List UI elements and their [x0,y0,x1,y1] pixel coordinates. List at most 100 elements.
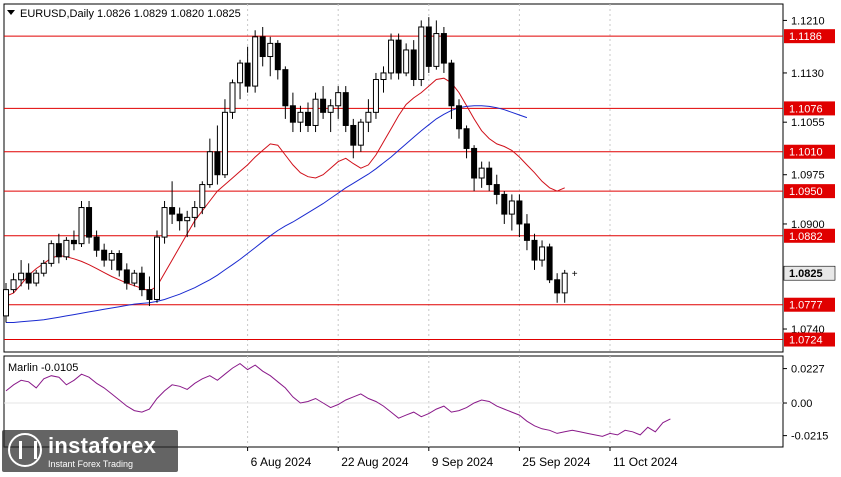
level-price-label: 1.0950 [789,186,823,198]
level-price-tag [784,297,835,312]
y-tick-label: 1.1055 [791,117,825,129]
candle-body [539,246,546,261]
candle-body [471,147,478,179]
candle-body [108,253,115,261]
x-tick-label: 11 Oct 2024 [613,455,678,469]
candle-body [493,184,500,195]
candle-body [388,39,395,74]
current-price-label: 1.0825 [789,268,823,280]
candle-body [63,239,70,258]
candle-body [516,200,523,225]
indicator-y-tick-label: -0.0215 [791,431,828,443]
instaforex-logo-icon [8,433,42,467]
candle-body [199,184,206,209]
candle-body [259,36,266,58]
candle-body [48,243,55,264]
candle-body [40,262,47,274]
indicator-y-tick-label: 0.00 [791,398,812,410]
indicator-title: Marlin -0.0105 [8,362,78,374]
candle-body [131,272,138,284]
candle-body [289,105,296,123]
level-price-tag [784,29,835,44]
candle-body [267,42,274,58]
candle-body [206,151,213,186]
candle-body [357,121,364,146]
candle-body [508,200,515,215]
x-tick-label: 6 Aug 2024 [251,455,312,469]
x-tick-label: 22 Aug 2024 [341,455,409,469]
candle-body [78,207,85,245]
candle-body [274,42,281,71]
candle-body [463,128,470,149]
candle-body [101,249,108,261]
chart-title: EURUSD,Daily 1.0826 1.0829 1.0820 1.0825 [20,8,241,20]
x-tick-label: 9 Sep 2024 [432,455,494,469]
candle-body [146,289,153,300]
candles-group [3,17,568,323]
candle-body [191,207,198,218]
candle-body [486,167,493,186]
candle-body [18,272,25,281]
candle-body [501,193,508,215]
candle-body [531,239,538,261]
moving-average-line [6,105,528,323]
y-tick-label: 1.0900 [791,219,825,231]
level-price-tag [784,228,835,243]
level-price-label: 1.1186 [789,31,822,43]
candle-body [410,49,417,81]
candle-body [176,213,183,222]
instaforex-logo: instaforex Instant Forex Trading [2,430,178,472]
current-bar-marker: + [572,269,578,280]
candle-body [478,167,485,179]
candle-body [244,62,251,87]
candle-body [70,239,77,245]
level-price-tag [784,144,835,159]
level-price-label: 1.1076 [789,103,823,115]
candle-body [169,207,176,215]
candle-body [138,272,145,291]
candle-body [184,216,191,222]
candle-body [365,111,372,123]
candle-body [418,26,425,81]
candle-body [3,289,9,317]
candle-body [342,92,349,126]
candle-body [554,279,561,294]
candle-body [523,223,530,241]
level-price-tag [784,101,835,116]
candle-body [372,79,379,113]
candle-body [335,92,342,107]
candle-body [433,33,440,67]
current-price-tag [783,265,836,281]
candle-body [327,105,334,113]
level-price-tag [784,184,835,199]
candle-body [425,26,432,67]
indicator-y-tick-label: 0.0227 [791,364,825,376]
y-tick-label: 1.0975 [791,170,825,182]
candle-body [380,72,387,81]
candle-body [305,111,311,126]
y-tick-label: 1.1130 [791,68,824,80]
candle-body [312,98,319,126]
candle-body [86,207,93,238]
level-price-label: 1.0777 [789,300,823,312]
candle-body [403,49,410,74]
candle-body [116,253,123,271]
candle-body [33,272,40,284]
logo-tagline: Instant Forex Trading [48,459,134,469]
candle-body [221,111,228,176]
level-price-label: 1.0882 [789,231,823,243]
level-price-tag [784,332,835,347]
candle-body [320,98,327,113]
x-tick-label: 25 Sep 2024 [522,455,590,469]
y-tick-label: 1.1210 [791,15,825,27]
candle-body [237,62,244,84]
candle-body [93,236,100,251]
candle-body [123,269,130,284]
candle-body [252,36,259,87]
candle-body [282,69,289,107]
candle-body [229,82,236,113]
candle-body [214,151,221,176]
candle-body [154,236,160,300]
candle-body [561,272,568,294]
